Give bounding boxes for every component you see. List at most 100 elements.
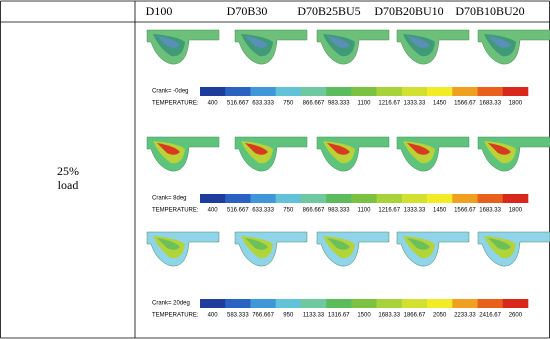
row-label: load	[58, 178, 79, 192]
colorbar-tick-label: 400	[208, 313, 219, 319]
column-header: D70B25BU5	[297, 4, 360, 18]
colorbar-segment	[225, 299, 251, 308]
colorbar-segment	[502, 194, 529, 203]
colorbar-segment	[275, 194, 302, 203]
colorbar-segment	[401, 194, 428, 203]
colorbar-tick-label: 400	[208, 101, 219, 107]
colorbar-tick-label: 1683.33	[378, 313, 400, 319]
crank-label: Crank= 8deg	[152, 196, 187, 202]
colorbar-tick-label: 1450	[433, 208, 447, 214]
colorbar-segment	[200, 194, 226, 203]
colorbar-tick-label: 2050	[433, 313, 447, 319]
colorbar-tick-label: 1683.33	[479, 101, 501, 107]
colorbar-tick-label: 1800	[509, 101, 523, 107]
crank-label: Crank= 20deg	[152, 301, 190, 307]
column-header: D70B10BU20	[455, 4, 524, 18]
colorbar-tick-label: 583.333	[227, 313, 249, 319]
colorbar-tick-label: 750	[283, 101, 294, 107]
colorbar-tick-label: 983.333	[328, 208, 350, 214]
colorbar-segment	[401, 87, 428, 96]
colorbar-segment	[250, 299, 276, 308]
colorbar-tick-label: 1100	[358, 208, 372, 214]
hot-core	[407, 238, 430, 250]
colorbar-segment	[427, 194, 453, 203]
colorbar-segment	[200, 299, 226, 308]
colorbar-tick-label: 2416.67	[479, 313, 501, 319]
colorbar-segment	[452, 299, 478, 308]
colorbar-tick-label: 633.333	[252, 208, 274, 214]
colorbar-segment	[452, 87, 478, 96]
colorbar-tick-label: 866.667	[303, 208, 325, 214]
scale-label: TEMPERATURE:	[152, 313, 199, 319]
hot-core	[157, 143, 180, 155]
colorbar-tick-label: 983.333	[328, 101, 350, 107]
hot-core	[157, 36, 180, 48]
crank-label: Crank= -0deg	[152, 89, 189, 95]
colorbar-segment	[477, 299, 504, 308]
colorbar-tick-label: 1316.67	[328, 313, 350, 319]
colorbar-segment	[250, 87, 276, 96]
colorbar-segment	[351, 194, 377, 203]
colorbar-segment	[452, 194, 478, 203]
hot-core	[327, 143, 350, 155]
colorbar-tick-label: 950	[283, 313, 294, 319]
colorbar-segment	[200, 87, 226, 96]
colorbar-tick-label: 633.333	[252, 101, 274, 107]
hot-core	[157, 238, 180, 250]
hot-core	[407, 143, 430, 155]
colorbar-segment	[300, 194, 327, 203]
colorbar-segment	[401, 299, 428, 308]
colorbar-tick-label: 750	[283, 208, 294, 214]
colorbar-tick-label: 1216.67	[378, 208, 400, 214]
colorbar-segment	[477, 194, 504, 203]
colorbar-segment	[326, 299, 352, 308]
hot-core	[407, 36, 430, 48]
colorbar-tick-label: 516.667	[227, 101, 249, 107]
hot-core	[488, 143, 511, 155]
hot-core	[245, 36, 268, 48]
colorbar-tick-label: 1800	[509, 208, 523, 214]
colorbar-segment	[427, 299, 453, 308]
hot-core	[245, 143, 268, 155]
colorbar-segment	[376, 299, 403, 308]
row-label: 25%	[57, 164, 79, 178]
colorbar-tick-label: 1683.33	[479, 208, 501, 214]
colorbar-segment	[275, 299, 302, 308]
colorbar-segment	[502, 87, 529, 96]
colorbar-tick-label: 516.667	[227, 208, 249, 214]
colorbar-segment	[502, 299, 529, 308]
colorbar-tick-label: 400	[208, 208, 219, 214]
colorbar-segment	[376, 194, 403, 203]
colorbar-tick-label: 1216.67	[378, 101, 400, 107]
colorbar-segment	[300, 87, 327, 96]
colorbar-segment	[300, 299, 327, 308]
colorbar-tick-label: 1566.67	[454, 208, 476, 214]
hot-core	[488, 238, 511, 250]
colorbar-segment	[326, 194, 352, 203]
colorbar-tick-label: 1133.33	[303, 313, 325, 319]
colorbar-tick-label: 1500	[357, 313, 371, 319]
scale-label: TEMPERATURE:	[152, 208, 199, 214]
scale-label: TEMPERATURE:	[152, 101, 199, 107]
colorbar-segment	[427, 87, 453, 96]
colorbar-tick-label: 2233.33	[454, 313, 476, 319]
colorbar-segment	[225, 87, 251, 96]
hot-core	[245, 238, 268, 250]
colorbar-segment	[326, 87, 352, 96]
colorbar-segment	[477, 87, 504, 96]
colorbar-tick-label: 1450	[433, 101, 447, 107]
colorbar-tick-label: 2600	[509, 313, 523, 319]
hot-core	[327, 36, 350, 48]
colorbar-tick-label: 866.667	[303, 101, 325, 107]
colorbar-segment	[250, 194, 276, 203]
colorbar-tick-label: 1333.33	[404, 208, 426, 214]
colorbar-tick-label: 766.667	[252, 313, 274, 319]
colorbar-segment	[225, 194, 251, 203]
colorbar-segment	[351, 87, 377, 96]
hot-core	[488, 36, 511, 48]
column-header: D70B20BU10	[374, 4, 443, 18]
colorbar-segment	[376, 87, 403, 96]
colorbar-tick-label: 1100	[358, 101, 372, 107]
colorbar-segment	[351, 299, 377, 308]
hot-core	[327, 238, 350, 250]
